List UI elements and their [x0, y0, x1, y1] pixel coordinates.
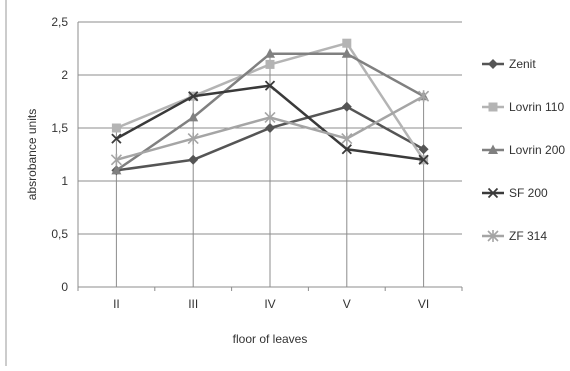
y-tick-label: 1 — [61, 174, 68, 188]
legend: Zenit Lovrin 110 Lovrin 200 SF 200 ZF 314 — [482, 57, 565, 243]
data-point — [341, 101, 352, 112]
data-point — [188, 154, 199, 165]
legend-entry: Zenit — [482, 57, 536, 71]
data-point — [341, 132, 353, 145]
data-point — [341, 144, 352, 155]
series-group — [110, 38, 430, 176]
data-point — [188, 91, 199, 102]
data-point — [264, 111, 276, 124]
y-tick-label: 2,5 — [51, 15, 68, 29]
x-tick-label: III — [188, 297, 198, 311]
legend-marker — [488, 144, 498, 154]
x-tick-label: V — [343, 297, 351, 311]
data-point — [418, 154, 429, 165]
legend-entry: Lovrin 200 — [482, 143, 565, 157]
data-point — [111, 123, 121, 133]
y-tick-label: 0 — [61, 280, 68, 294]
data-point — [265, 48, 275, 58]
x-tick-label: IV — [264, 297, 275, 311]
series-4 — [110, 90, 430, 166]
legend-label: Zenit — [509, 57, 536, 71]
axes — [77, 22, 463, 291]
y-tick-label: 2 — [61, 68, 68, 82]
data-point — [418, 90, 430, 103]
data-point — [418, 144, 429, 155]
x-tick-label: VI — [418, 297, 429, 311]
x-axis-title: floor of leaves — [233, 332, 308, 346]
legend-label: Lovrin 200 — [509, 143, 565, 157]
legend-label: SF 200 — [509, 186, 548, 200]
data-point — [341, 48, 352, 58]
data-point — [265, 123, 275, 133]
legend-entry: ZF 314 — [482, 229, 547, 243]
data-point — [187, 132, 199, 145]
data-point — [111, 164, 122, 175]
legend-marker — [488, 102, 498, 112]
y-tick-label: 1,5 — [51, 121, 68, 135]
y-tick-label: 0,5 — [51, 227, 68, 241]
legend-marker — [487, 230, 499, 242]
legend-entry: SF 200 — [482, 186, 548, 200]
legend-label: ZF 314 — [509, 229, 547, 243]
legend-marker — [487, 187, 499, 199]
legend-marker — [488, 59, 498, 69]
y-axis-title: absrobance units — [25, 109, 39, 200]
data-point — [265, 59, 275, 69]
legend-label: Lovrin 110 — [509, 100, 564, 114]
data-point — [342, 38, 352, 48]
data-point — [188, 111, 199, 122]
data-point — [264, 80, 276, 91]
x-tick-label: II — [113, 297, 120, 311]
data-point — [110, 153, 122, 166]
series-3 — [111, 80, 429, 165]
legend-entry: Lovrin 110 — [482, 100, 564, 114]
x-tick-labels: II III IV V VI — [113, 297, 429, 311]
data-point — [111, 133, 122, 144]
y-tick-labels: 0 0,5 1 1,5 2 2,5 — [51, 15, 68, 294]
